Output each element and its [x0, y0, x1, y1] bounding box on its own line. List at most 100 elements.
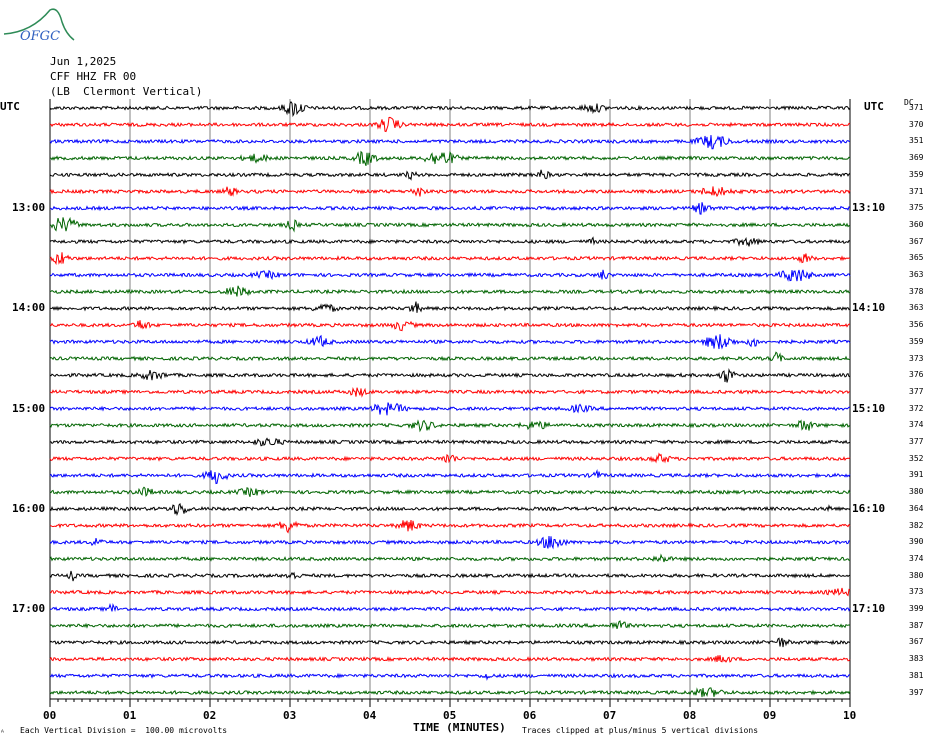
scale-note: Each Vertical Division = 100.00 microvol… — [20, 726, 228, 735]
trace-line — [49, 437, 851, 447]
date-label: Jun 1,2025 — [50, 55, 117, 68]
dc-offset-value: 360 — [909, 219, 924, 229]
dc-offset-value: 375 — [909, 203, 924, 213]
location-label: (LB Clermont Vertical) — [50, 85, 203, 98]
dc-offset-value: 363 — [909, 270, 924, 279]
trace-line — [49, 252, 851, 266]
dc-offset-value: 397 — [909, 687, 924, 697]
trace-line — [49, 452, 851, 464]
trace-line — [49, 135, 850, 150]
trace-group — [49, 101, 851, 698]
trace-line — [49, 116, 851, 133]
trace-line — [50, 150, 851, 166]
left-time-label: 13:00 — [12, 201, 46, 215]
dc-offset-value: 367 — [909, 236, 924, 246]
x-tick-label: 01 — [123, 709, 137, 722]
dc-offset-value: 359 — [909, 336, 924, 346]
dc-offset-value: 372 — [909, 403, 924, 413]
dc-offset-value: 377 — [909, 437, 924, 446]
left-utc-label: UTC — [0, 100, 20, 113]
trace-line — [49, 402, 851, 416]
dc-offset-value: 387 — [909, 620, 924, 630]
dc-offset-value: 380 — [909, 487, 924, 497]
left-time-label: 14:00 — [12, 301, 46, 315]
trace-line — [49, 535, 850, 550]
dc-offset-value: 382 — [909, 520, 924, 530]
dc-offset-value: 390 — [909, 537, 924, 547]
logo: OFGC — [2, 4, 82, 48]
right-time-label: 17:10 — [852, 602, 886, 615]
dc-offset-value: 374 — [909, 420, 924, 430]
dc-offset-value: 351 — [909, 136, 924, 146]
right-time-label: 16:10 — [852, 501, 886, 515]
trace-line — [49, 334, 851, 350]
x-tick-label: 06 — [523, 709, 537, 722]
dc-offset-value: 373 — [909, 353, 924, 363]
right-utc-label: UTC — [864, 100, 884, 113]
trace-line — [50, 301, 851, 313]
trace-line — [49, 553, 851, 563]
trace-line — [49, 367, 851, 383]
dc-offset-value: 356 — [909, 320, 924, 330]
x-tick-label: 08 — [683, 709, 697, 722]
trace-line — [49, 202, 851, 215]
dc-offset-value: 352 — [909, 453, 924, 463]
dc-offset-value: 371 — [909, 186, 924, 196]
left-time-label: 16:00 — [12, 501, 46, 515]
trace-line — [49, 387, 850, 398]
trace-line — [49, 672, 850, 681]
trace-line — [49, 687, 851, 698]
trace-line — [49, 570, 851, 582]
x-tick-label: 04 — [363, 709, 377, 722]
clip-note: Traces clipped at plus/minus 5 vertical … — [522, 726, 759, 735]
dc-offset-value: 380 — [909, 570, 924, 580]
dc-offset-value: 383 — [909, 654, 924, 664]
x-tick-label: 09 — [763, 709, 777, 722]
dc-offset-value: 363 — [909, 303, 924, 313]
right-time-label: 13:10 — [852, 201, 886, 215]
plot-grid — [49, 99, 851, 707]
dc-offset-value: 370 — [909, 119, 924, 129]
trace-line — [49, 186, 851, 198]
trace-line — [49, 469, 851, 485]
trace-line — [49, 502, 851, 516]
dc-offset-value: 359 — [909, 169, 924, 179]
dc-offset-value: 374 — [909, 553, 924, 563]
left-time-label: 17:00 — [12, 602, 46, 615]
x-tick-label: 03 — [283, 709, 297, 722]
x-tick-label: 00 — [43, 709, 57, 722]
dc-offset-value: 377 — [909, 386, 924, 396]
dc-offset-value: 381 — [909, 670, 924, 680]
dc-offset-value: 369 — [909, 153, 924, 163]
dc-offset-value: 367 — [909, 637, 924, 647]
trace-line — [49, 351, 851, 362]
dc-offset-value: 378 — [909, 286, 924, 296]
trace-line — [49, 655, 851, 663]
trace-line — [49, 419, 851, 433]
trace-line — [49, 236, 851, 247]
x-tick-label: 02 — [203, 709, 217, 722]
dc-offset-value: 373 — [909, 587, 924, 597]
trace-line — [49, 637, 851, 648]
dc-label: DC — [904, 98, 914, 107]
trace-line — [49, 486, 851, 498]
dc-offset-value: 399 — [909, 604, 924, 613]
right-time-label: 15:10 — [852, 401, 886, 415]
dc-offset-value: 371 — [909, 103, 924, 112]
x-tick-label: 10 — [843, 709, 857, 722]
trace-line — [49, 285, 851, 297]
trace-line — [49, 169, 851, 181]
trace-line — [49, 269, 851, 282]
trace-line — [49, 519, 851, 534]
right-time-label: 14:10 — [852, 301, 886, 315]
dc-offset-value: 391 — [909, 470, 924, 480]
corner-mark: ᴬ — [0, 728, 5, 737]
trace-line — [49, 587, 851, 597]
dc-offset-value: 364 — [909, 503, 924, 513]
x-tick-label: 05 — [443, 709, 457, 722]
trace-line — [49, 101, 851, 118]
trace-line — [49, 216, 851, 233]
left-time-label: 15:00 — [12, 401, 46, 415]
trace-line — [49, 620, 851, 630]
